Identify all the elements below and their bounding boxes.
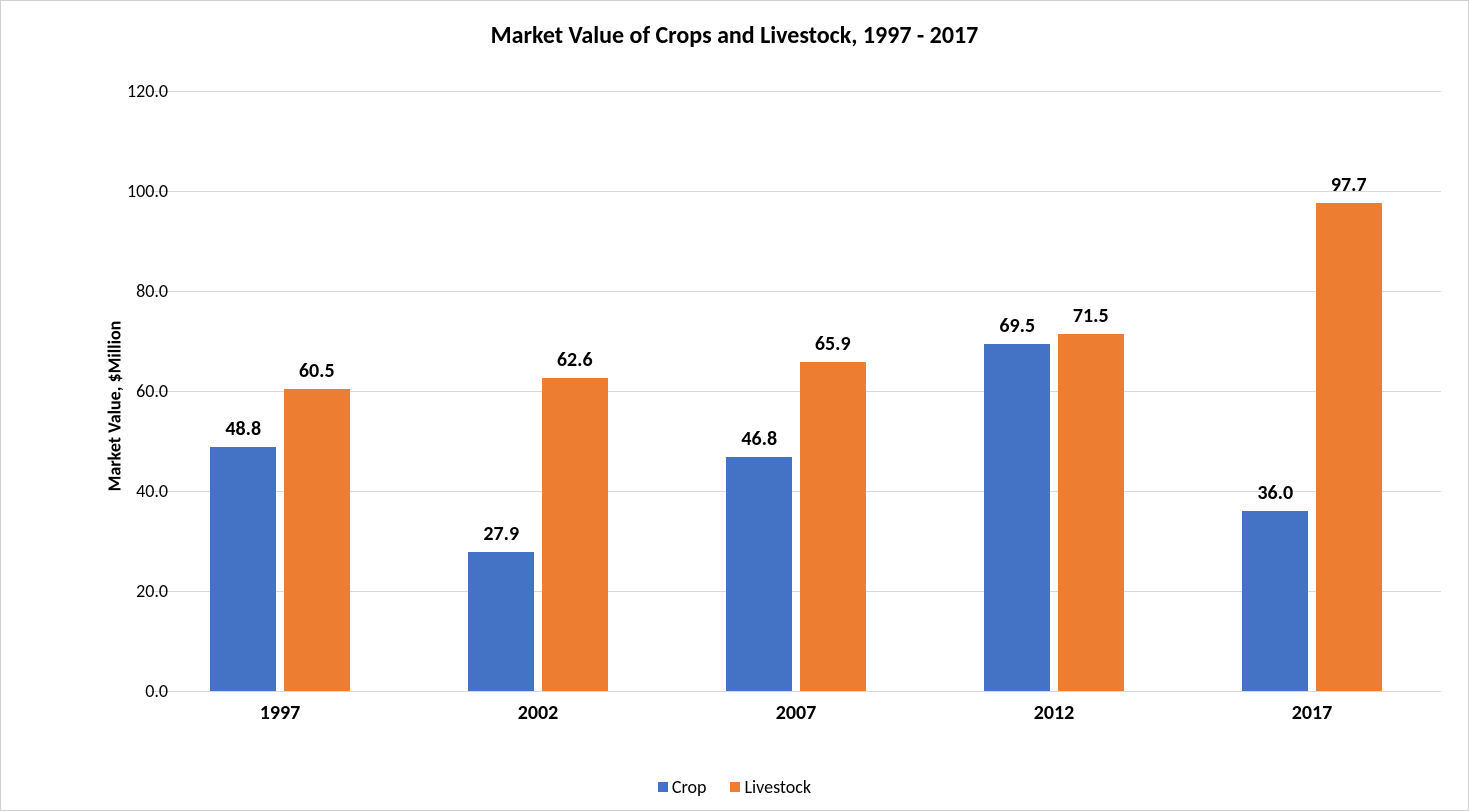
legend-label: Crop [672,776,707,798]
y-axis-title: Market Value, $Million [103,320,125,491]
bar-value-label: 69.5 [999,314,1035,344]
x-tick-label: 2017 [1292,701,1333,725]
bar-value-label: 62.6 [557,348,593,378]
bar-value-label: 46.8 [741,427,777,457]
bar-crop [468,552,534,692]
y-tick-label: 60.0 [108,380,168,402]
bar-crop [1242,511,1308,691]
bar-livestock [1316,203,1382,692]
y-tick-label: 0.0 [108,680,168,702]
bar-value-label: 60.5 [299,359,335,389]
gridline [151,91,1441,92]
legend-label: Livestock [744,776,811,798]
y-tick-label: 100.0 [108,180,168,202]
gridline [151,191,1441,192]
x-tick-label: 1997 [260,701,301,725]
legend-swatch [658,782,668,792]
bar-crop [726,457,792,691]
bar-livestock [1058,334,1124,692]
bar-value-label: 97.7 [1331,173,1367,203]
bar-crop [210,447,276,691]
gridline [151,291,1441,292]
legend: Crop Livestock [1,776,1468,798]
bar-livestock [284,389,350,692]
y-tick-label: 20.0 [108,580,168,602]
bar-livestock [542,378,608,691]
x-tick-label: 2002 [518,701,559,725]
bar-value-label: 48.8 [225,417,261,447]
legend-item-livestock: Livestock [730,776,811,798]
plot-area: 48.8 60.5 27.9 62.6 46.8 65.9 69.5 71.5 36.0 97.7 [151,91,1441,691]
gridline [151,691,1441,692]
bar-value-label: 36.0 [1257,481,1293,511]
bar-value-label: 65.9 [815,332,851,362]
bar-livestock [800,362,866,692]
bar-crop [984,344,1050,692]
x-tick-label: 2012 [1034,701,1075,725]
legend-swatch [730,782,740,792]
chart-container: Market Value of Crops and Livestock, 199… [0,0,1469,811]
y-tick-label: 80.0 [108,280,168,302]
x-tick-label: 2007 [776,701,817,725]
y-tick-label: 40.0 [108,480,168,502]
bar-value-label: 27.9 [483,522,519,552]
bar-value-label: 71.5 [1073,304,1109,334]
chart-title: Market Value of Crops and Livestock, 199… [1,21,1468,50]
y-tick-label: 120.0 [108,80,168,102]
legend-item-crop: Crop [658,776,707,798]
